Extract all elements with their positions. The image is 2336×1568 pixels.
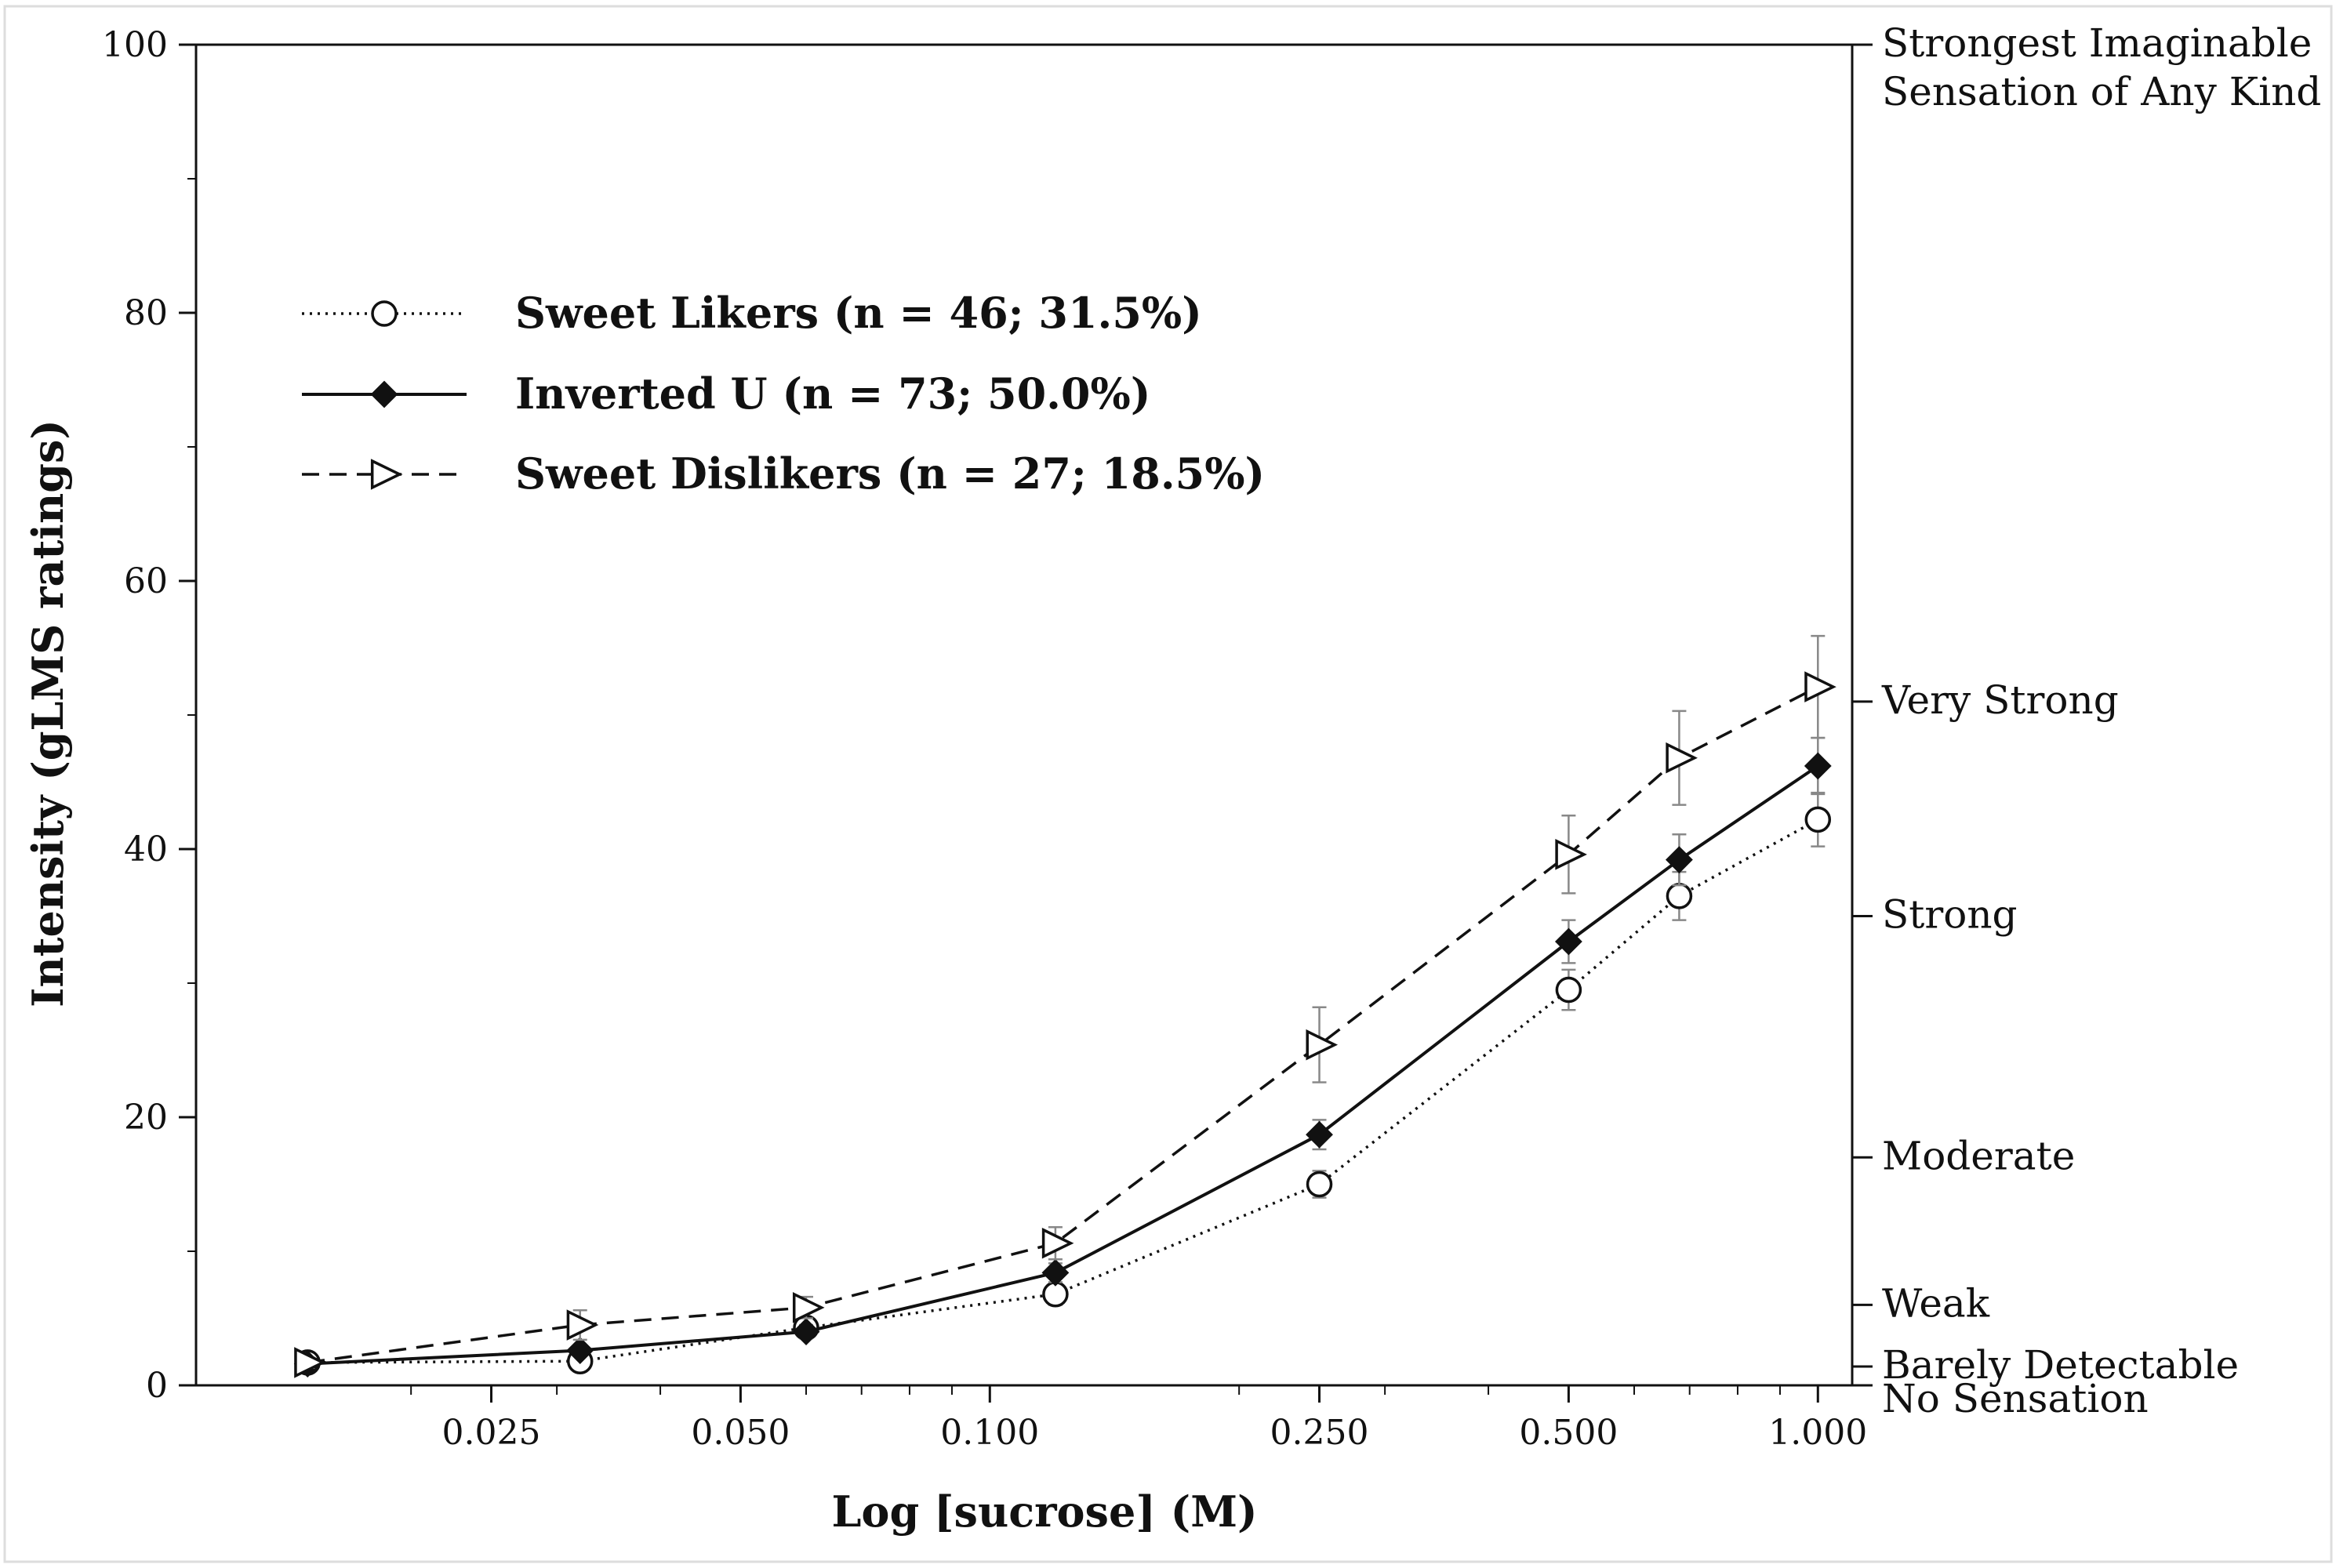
right-axis-label: Strong — [1882, 892, 2018, 938]
series-2 — [293, 736, 1832, 1378]
data-point — [1804, 806, 1832, 833]
data-point — [1666, 883, 1693, 909]
data-point — [1306, 1171, 1333, 1198]
x-tick-label: 0.500 — [1519, 1413, 1618, 1453]
right-axis-label: No Sensation — [1882, 1376, 2149, 1421]
y-tick-label: 20 — [124, 1098, 168, 1138]
y-axis-title: Intensity (gLMS ratings) — [23, 419, 73, 1007]
right-axis-label: Strongest Imaginable — [1882, 20, 2312, 66]
legend-marker — [370, 459, 403, 490]
series-line — [307, 818, 1819, 1364]
data-point — [1666, 742, 1698, 774]
series-line — [307, 764, 1819, 1366]
right-axis-label: Weak — [1882, 1280, 1990, 1326]
y-tick-label: 0 — [146, 1366, 168, 1406]
data-point — [1555, 976, 1582, 1004]
data-point — [1306, 1029, 1339, 1061]
data-point — [792, 1318, 820, 1346]
left-y-axis: 0 20 40 60 80 100 — [102, 25, 196, 1406]
data-point — [1804, 752, 1832, 780]
x-tick-label: 0.025 — [442, 1413, 541, 1453]
figure-border — [3, 5, 2333, 1563]
series-1 — [294, 791, 1832, 1376]
legend-label: Sweet Dislikers (n = 27; 18.5%) — [515, 448, 1265, 499]
legend-label: Inverted U (n = 73; 50.0%) — [515, 368, 1150, 419]
x-axis-title: Log [sucrose] (M) — [831, 1486, 1257, 1537]
data-point — [566, 1309, 599, 1341]
right-axis-label: Sensation of Any Kind — [1882, 69, 2321, 114]
y-tick-label: 40 — [124, 829, 168, 869]
x-tick-label: 0.100 — [940, 1413, 1039, 1453]
series-line — [307, 685, 1819, 1364]
x-tick-label: 0.250 — [1270, 1413, 1369, 1453]
x-axis: 0.025 0.050 0.100 0.250 0.500 1.000 — [410, 1385, 1867, 1453]
data-point — [1306, 1120, 1333, 1149]
right-axis-label: Very Strong — [1881, 677, 2119, 723]
data-point — [1554, 927, 1582, 956]
data-point — [1555, 839, 1587, 870]
y-tick-label: 100 — [102, 25, 168, 65]
data-point — [1666, 846, 1693, 874]
x-tick-label: 1.000 — [1768, 1413, 1867, 1453]
series-3 — [294, 634, 1836, 1378]
y-tick-label: 60 — [124, 561, 168, 601]
series-layer — [293, 634, 1836, 1378]
legend-marker — [371, 300, 398, 327]
right-axis-label: Moderate — [1882, 1133, 2075, 1178]
data-point — [792, 1292, 825, 1323]
data-point — [566, 1337, 594, 1364]
y-tick-label: 80 — [124, 293, 168, 333]
x-tick-label: 0.050 — [691, 1413, 790, 1453]
legend-label: Sweet Likers (n = 46; 31.5%) — [515, 288, 1202, 338]
plot-frame — [194, 43, 1854, 1387]
legend: Sweet Likers (n = 46; 31.5%) Inverted U (… — [302, 288, 1265, 499]
legend-marker — [370, 380, 398, 408]
data-point — [1041, 1227, 1074, 1259]
data-point — [1804, 671, 1836, 702]
right-axis-label: Barely Detectable — [1882, 1342, 2239, 1388]
data-point — [294, 1347, 326, 1378]
data-point — [1041, 1258, 1070, 1287]
